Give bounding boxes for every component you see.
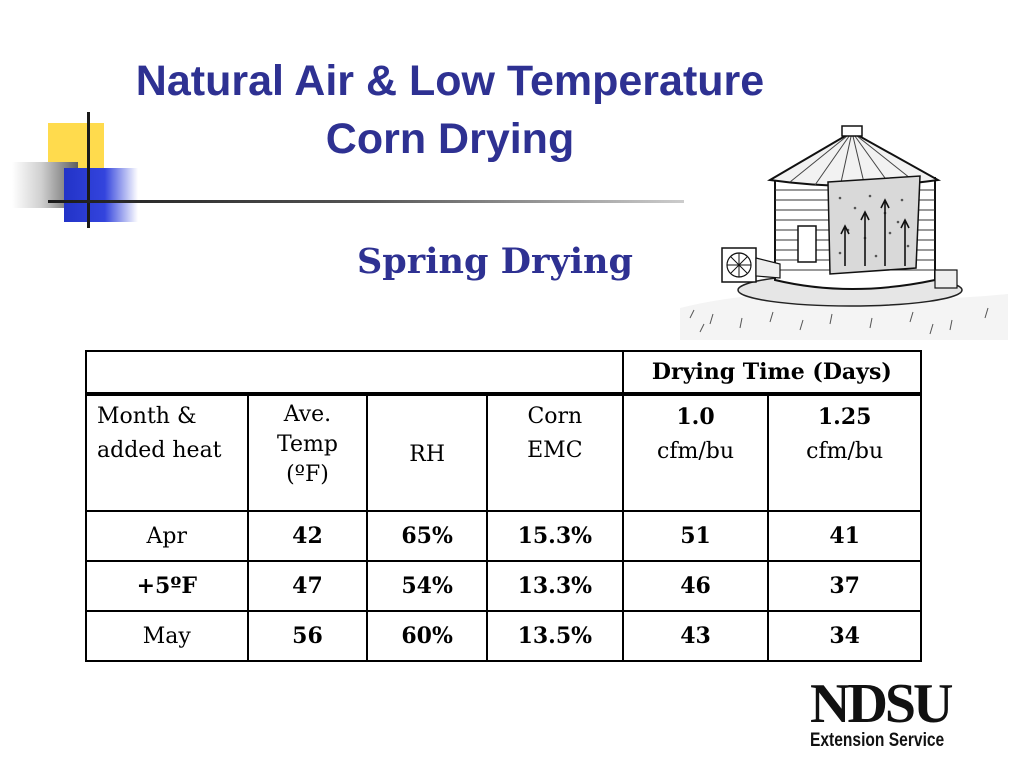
cell-temp: 47 — [246, 560, 369, 612]
cell-emc: 13.3% — [485, 560, 624, 612]
slide-title: Natural Air & Low Temperature Corn Dryin… — [60, 52, 840, 168]
cell-days-2: 41 — [767, 510, 922, 562]
cell-days-2: 37 — [767, 560, 922, 612]
logo-sub-text: Extension Service — [810, 730, 945, 751]
table-header-group-row: Drying Time (Days) — [85, 350, 923, 396]
col-header-cfm-1: 1.0 cfm/bu — [621, 393, 770, 512]
cell-month: May — [85, 610, 249, 662]
cell-days-1: 43 — [621, 610, 770, 662]
col-header-emc: Corn EMC — [485, 393, 624, 512]
cell-temp: 42 — [246, 510, 369, 562]
cell-days-2: 34 — [767, 610, 922, 662]
table-row: May 56 60% 13.5% 43 34 — [85, 610, 922, 662]
col-header-temp: Ave. Temp (ºF) — [246, 393, 369, 512]
col-header-month: Month & added heat — [85, 393, 249, 512]
cell-temp: 56 — [246, 610, 369, 662]
table-row: +5ºF 47 54% 13.3% 46 37 — [85, 560, 922, 612]
decor-vertical-line — [87, 112, 90, 228]
cell-rh: 54% — [366, 560, 488, 612]
cell-days-1: 51 — [621, 510, 770, 562]
table-header-row: Month & added heat Ave. Temp (ºF) RH Corn EM… — [85, 393, 922, 512]
table-row: Apr 42 65% 15.3% 51 41 — [85, 510, 922, 562]
cell-emc: 15.3% — [485, 510, 624, 562]
cell-month: +5ºF — [85, 560, 249, 612]
logo-main-text: NDSU — [810, 673, 953, 735]
decor-horizontal-line — [48, 200, 684, 203]
cell-days-1: 46 — [621, 560, 770, 612]
grain-bin-illustration — [680, 125, 1008, 340]
cell-month: Apr — [85, 510, 249, 562]
title-line-1: Natural Air & Low Temperature — [135, 57, 765, 105]
decor-blue-square — [64, 168, 138, 222]
col-header-cfm-2: 1.25 cfm/bu — [767, 393, 922, 512]
title-line-2: Corn Drying — [325, 115, 575, 163]
col-header-rh: RH — [366, 393, 488, 512]
ndsu-extension-logo: NDSU Extension Service — [810, 673, 970, 752]
cell-emc: 13.5% — [485, 610, 624, 662]
cell-rh: 60% — [366, 610, 488, 662]
drying-time-table: Drying Time (Days) Month & added heat Ave… — [85, 350, 923, 662]
cell-rh: 65% — [366, 510, 488, 562]
slide-subtitle: Spring Drying — [357, 241, 633, 282]
header-blank-cell — [85, 350, 624, 396]
drying-time-header: Drying Time (Days) — [621, 350, 923, 396]
